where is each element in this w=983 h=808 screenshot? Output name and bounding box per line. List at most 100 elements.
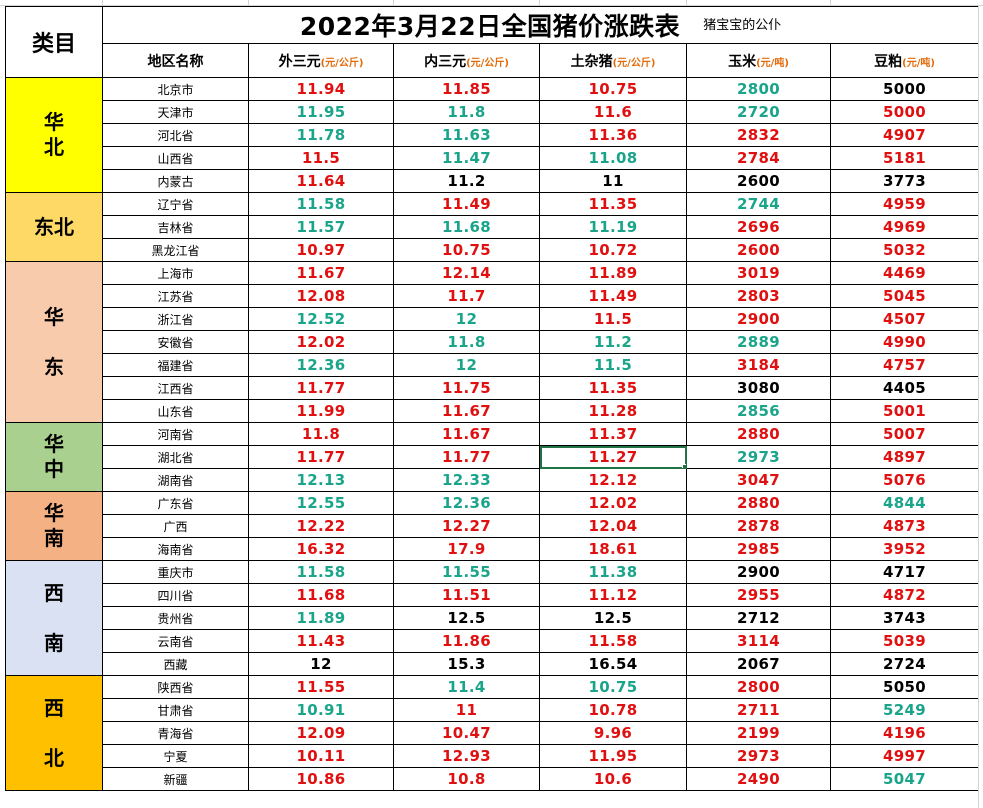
price-cell[interactable]: 18.61 [539,537,687,561]
price-cell[interactable]: 2955 [686,583,831,607]
price-cell[interactable]: 16.32 [248,537,394,561]
price-cell[interactable]: 11.36 [539,123,687,147]
price-cell[interactable]: 4196 [829,721,980,745]
header-soybean-meal[interactable]: 豆粕(元/吨) [829,43,980,78]
province-cell[interactable]: 青海省 [102,721,249,745]
price-cell[interactable]: 5249 [829,698,980,722]
province-cell[interactable]: 吉林省 [102,215,249,239]
selected-cell[interactable]: 11.27 [539,445,687,469]
region-group-cell[interactable]: 西 南 [5,560,103,676]
province-cell[interactable]: 天津市 [102,100,249,124]
province-cell[interactable]: 新疆 [102,767,249,791]
header-corn[interactable]: 玉米(元/吨) [686,43,831,78]
price-cell[interactable]: 11.55 [393,560,540,584]
province-cell[interactable]: 内蒙古 [102,169,249,193]
fill-handle[interactable] [682,464,686,468]
price-cell[interactable]: 2784 [686,146,831,170]
province-cell[interactable]: 辽宁省 [102,192,249,216]
price-cell[interactable]: 11.49 [539,284,687,308]
price-cell[interactable]: 11.67 [393,399,540,423]
province-cell[interactable]: 陕西省 [102,675,249,699]
region-group-cell[interactable]: 华 北 [5,77,103,193]
price-cell[interactable]: 10.8 [393,767,540,791]
price-cell[interactable]: 5181 [829,146,980,170]
category-header[interactable]: 类目 [5,6,103,78]
price-cell[interactable]: 2600 [686,238,831,262]
price-cell[interactable]: 12.09 [248,721,394,745]
price-cell[interactable]: 2973 [686,445,831,469]
price-cell[interactable]: 11.77 [248,376,394,400]
price-cell[interactable]: 10.75 [539,77,687,101]
price-cell[interactable]: 2744 [686,192,831,216]
price-cell[interactable]: 11.8 [393,100,540,124]
price-cell[interactable]: 11.35 [539,376,687,400]
price-cell[interactable]: 12.12 [539,468,687,492]
price-cell[interactable]: 11.63 [393,123,540,147]
price-cell[interactable]: 10.75 [393,238,540,262]
price-cell[interactable]: 4990 [829,330,980,354]
province-cell[interactable]: 江西省 [102,376,249,400]
price-cell[interactable]: 11.6 [539,100,687,124]
province-cell[interactable]: 河北省 [102,123,249,147]
price-cell[interactable]: 11.37 [539,422,687,446]
price-cell[interactable]: 11.5 [539,353,687,377]
price-cell[interactable]: 11.43 [248,629,394,653]
province-cell[interactable]: 浙江省 [102,307,249,331]
price-cell[interactable]: 3184 [686,353,831,377]
price-cell[interactable]: 16.54 [539,652,687,676]
price-cell[interactable]: 5039 [829,629,980,653]
price-cell[interactable]: 11.28 [539,399,687,423]
price-cell[interactable]: 11.77 [248,445,394,469]
price-cell[interactable]: 4907 [829,123,980,147]
title-cell[interactable]: 2022年3月22日全国猪价涨跌表 猪宝宝的公仆 [101,6,980,44]
province-cell[interactable]: 西藏 [102,652,249,676]
header-region[interactable]: 地区名称 [102,43,249,78]
price-cell[interactable]: 11.67 [393,422,540,446]
price-cell[interactable]: 2199 [686,721,831,745]
price-cell[interactable]: 5000 [829,77,980,101]
price-cell[interactable]: 12.08 [248,284,394,308]
price-cell[interactable]: 11.89 [539,261,687,285]
price-cell[interactable]: 11.95 [248,100,394,124]
price-cell[interactable]: 4969 [829,215,980,239]
price-cell[interactable]: 12.5 [393,606,540,630]
province-cell[interactable]: 甘肃省 [102,698,249,722]
price-cell[interactable]: 5032 [829,238,980,262]
price-cell[interactable]: 11.5 [248,146,394,170]
price-cell[interactable]: 11.55 [248,675,394,699]
price-cell[interactable]: 2832 [686,123,831,147]
price-cell[interactable]: 4717 [829,560,980,584]
price-cell[interactable]: 2720 [686,100,831,124]
price-cell[interactable]: 5001 [829,399,980,423]
price-cell[interactable]: 9.96 [539,721,687,745]
price-cell[interactable]: 17.9 [393,537,540,561]
price-cell[interactable]: 12.27 [393,514,540,538]
province-cell[interactable]: 山西省 [102,146,249,170]
price-cell[interactable]: 12.13 [248,468,394,492]
province-cell[interactable]: 山东省 [102,399,249,423]
price-cell[interactable]: 5050 [829,675,980,699]
price-cell[interactable]: 4997 [829,744,980,768]
province-cell[interactable]: 宁夏 [102,744,249,768]
region-group-cell[interactable]: 西 北 [5,675,103,791]
price-cell[interactable]: 11.58 [539,629,687,653]
price-cell[interactable]: 3080 [686,376,831,400]
header-outer-ternary[interactable]: 外三元(元/公斤) [248,43,394,78]
price-cell[interactable]: 4757 [829,353,980,377]
price-cell[interactable]: 11.5 [539,307,687,331]
price-cell[interactable]: 3019 [686,261,831,285]
price-cell[interactable]: 11.67 [248,261,394,285]
header-inner-ternary[interactable]: 内三元(元/公斤) [393,43,540,78]
price-cell[interactable]: 11.38 [539,560,687,584]
price-cell[interactable]: 3114 [686,629,831,653]
province-cell[interactable]: 广西 [102,514,249,538]
province-cell[interactable]: 湖北省 [102,445,249,469]
price-cell[interactable]: 11.7 [393,284,540,308]
price-cell[interactable]: 2800 [686,77,831,101]
price-cell[interactable]: 5000 [829,100,980,124]
province-cell[interactable]: 贵州省 [102,606,249,630]
price-cell[interactable]: 11 [539,169,687,193]
price-cell[interactable]: 2973 [686,744,831,768]
price-cell[interactable]: 10.91 [248,698,394,722]
price-cell[interactable]: 3743 [829,606,980,630]
